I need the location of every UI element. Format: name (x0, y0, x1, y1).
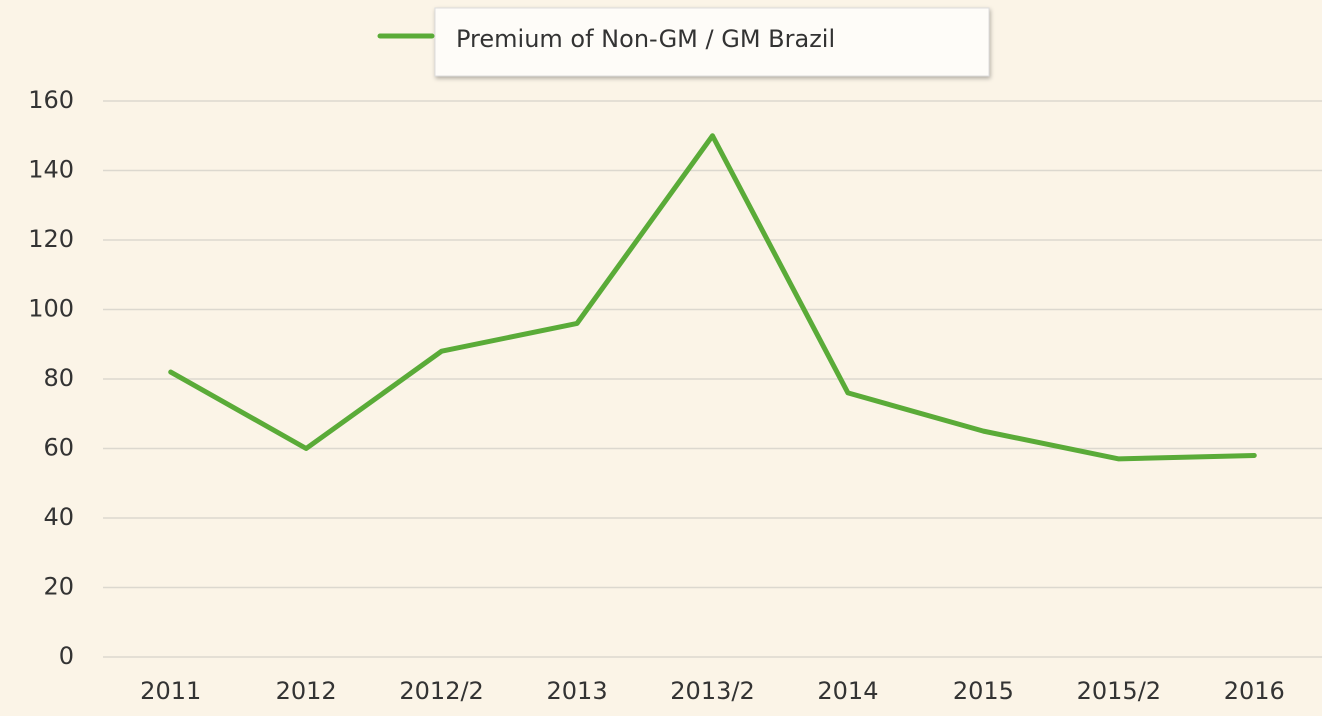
x-tick-label: 2015 (953, 677, 1014, 705)
x-tick-label: 2016 (1224, 677, 1285, 705)
y-tick-label: 0 (59, 642, 74, 670)
y-tick-label: 160 (28, 86, 74, 114)
y-tick-label: 40 (43, 503, 74, 531)
x-tick-label: 2012 (276, 677, 337, 705)
legend-label: Premium of Non-GM / GM Brazil (456, 25, 835, 53)
x-tick-label: 2012/2 (399, 677, 483, 705)
x-tick-label: 2015/2 (1077, 677, 1161, 705)
y-tick-label: 140 (28, 156, 74, 184)
y-tick-label: 20 (43, 573, 74, 601)
y-tick-label: 120 (28, 225, 74, 253)
data-line (168, 133, 1257, 462)
legend-box (434, 7, 990, 77)
x-tick-label: 2013 (547, 677, 608, 705)
y-tick-label: 60 (43, 434, 74, 462)
y-tick-label: 100 (28, 295, 74, 323)
x-tick-label: 2011 (140, 677, 201, 705)
x-tick-label: 2014 (817, 677, 878, 705)
y-tick-label: 80 (43, 364, 74, 392)
x-tick-label: 2013/2 (670, 677, 754, 705)
